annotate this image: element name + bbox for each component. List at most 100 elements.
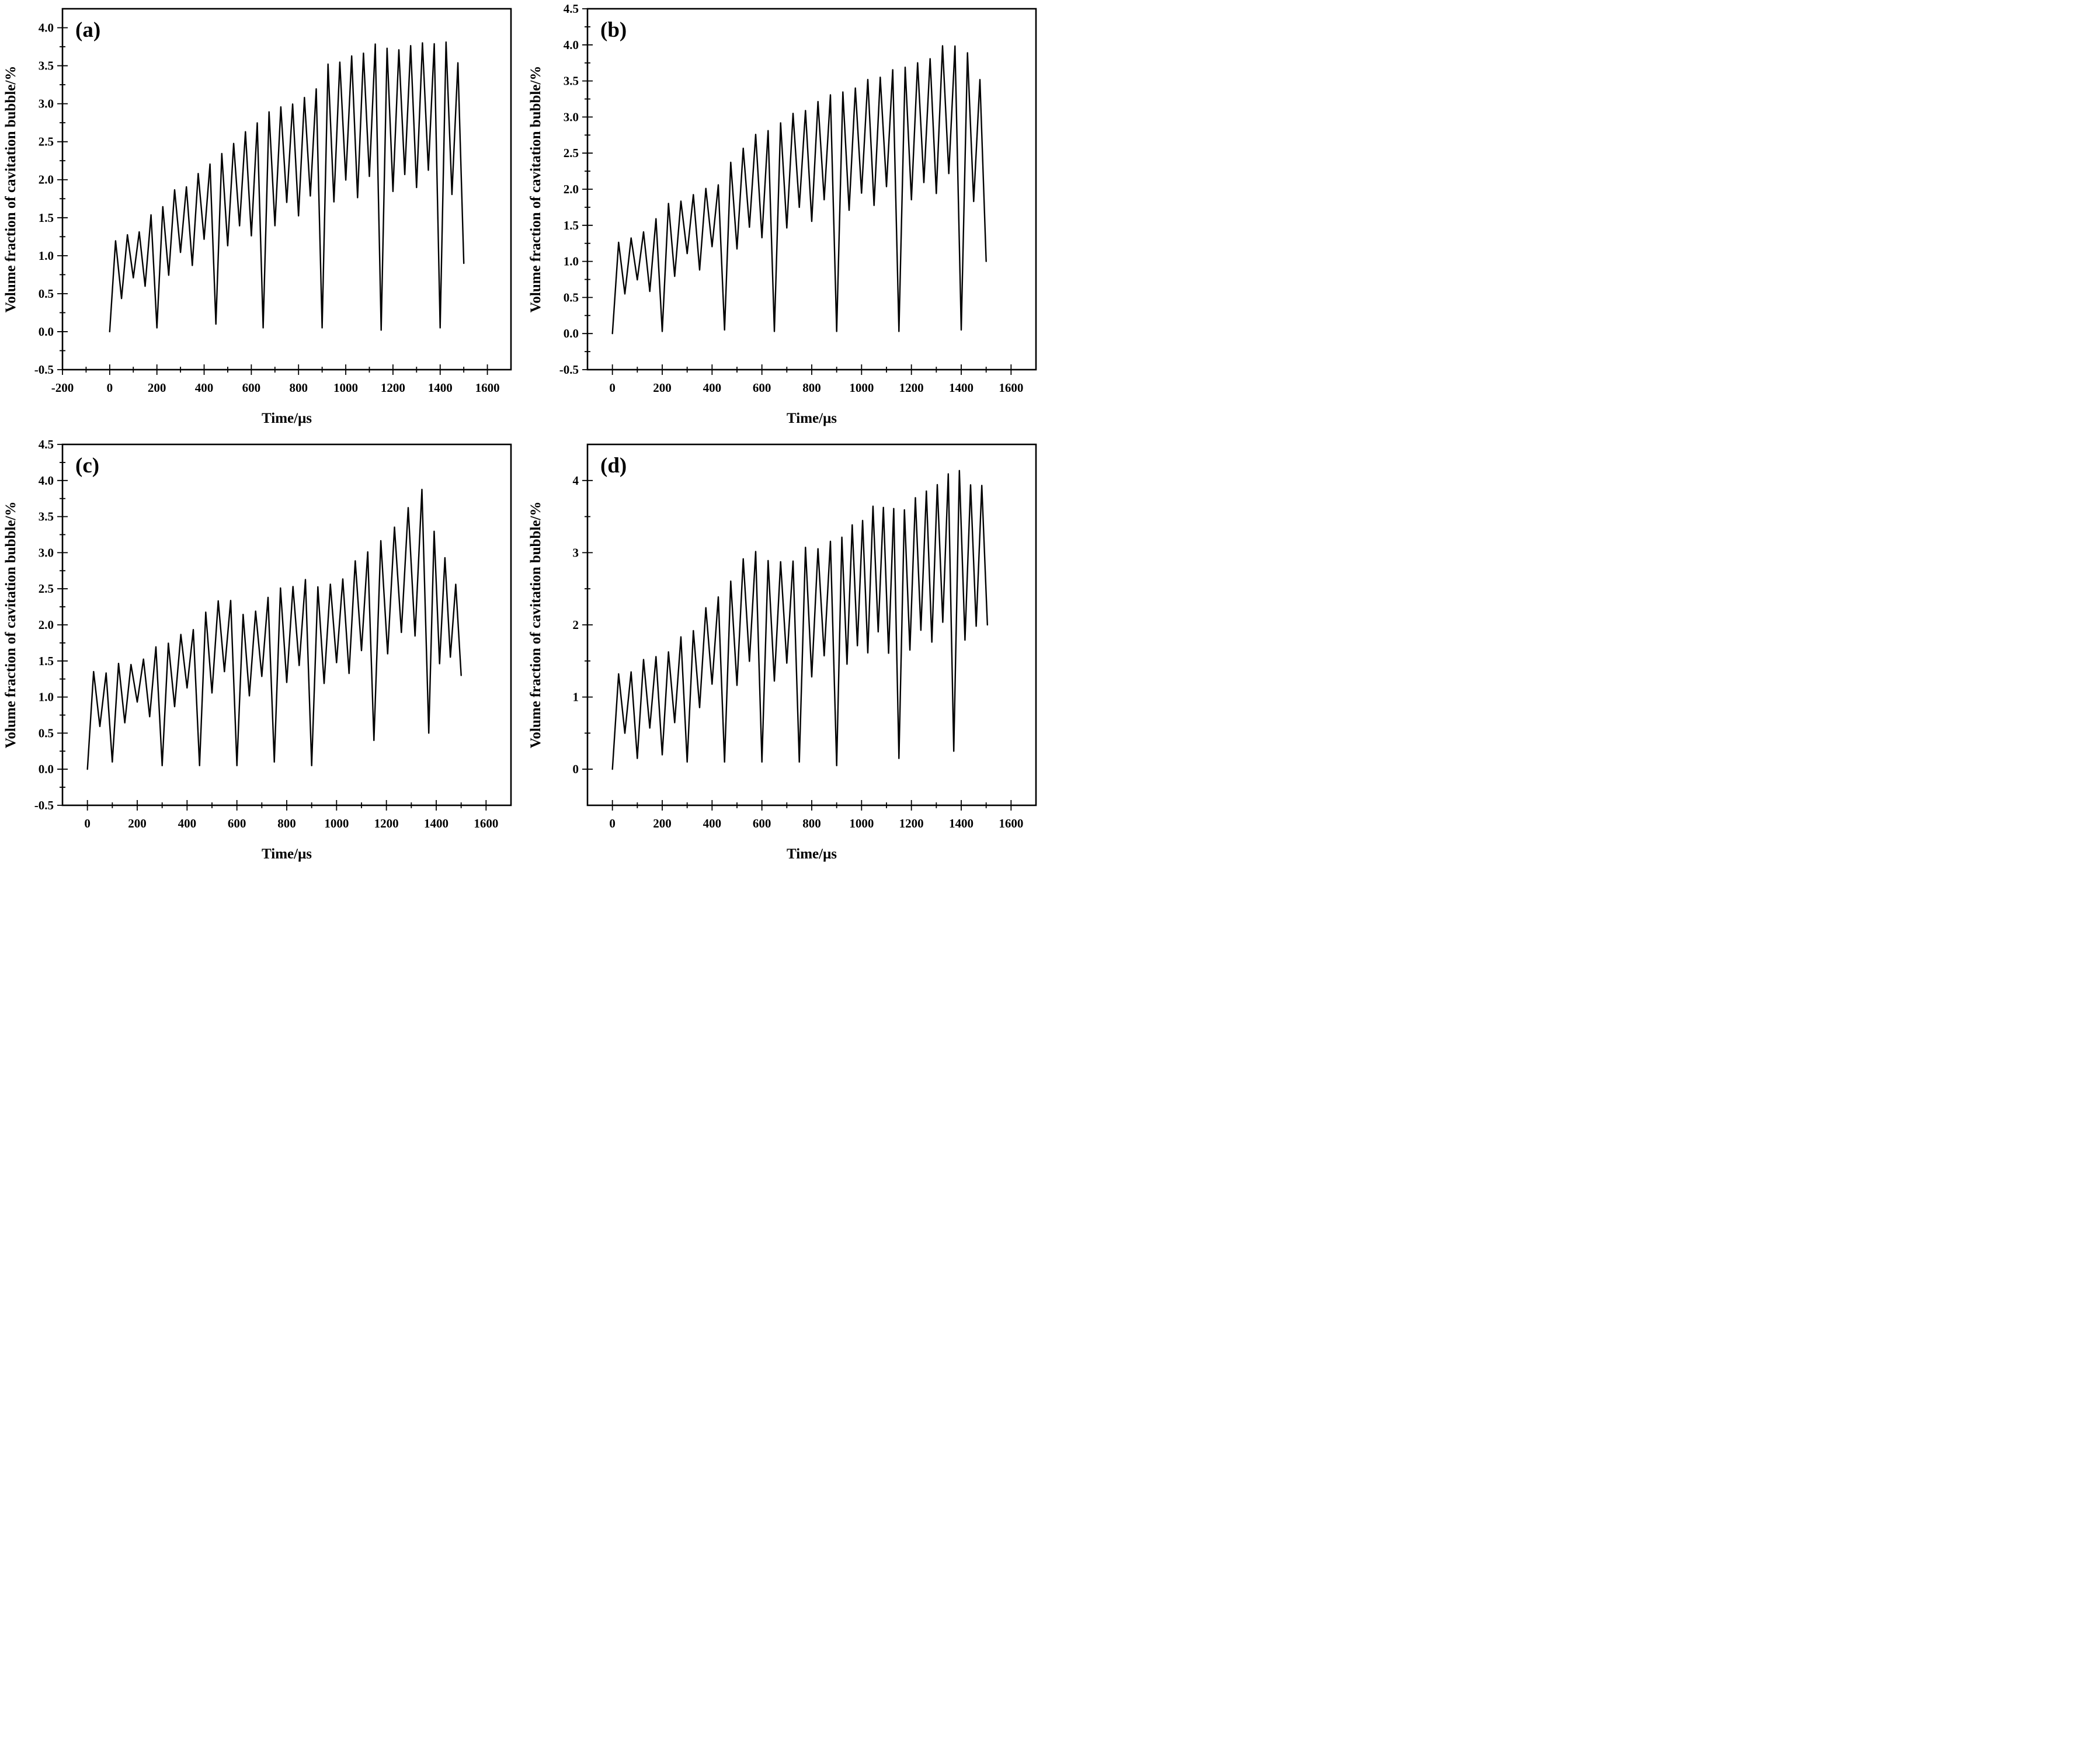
x-tick-label: 1400 — [424, 816, 448, 830]
y-tick-label: 4.0 — [39, 21, 54, 35]
axis-ticks — [57, 27, 488, 375]
panel-letter-c: (c) — [75, 454, 99, 478]
panel-letter-b: (b) — [600, 18, 627, 42]
x-tick-label: 0 — [609, 816, 616, 830]
chart-svg-b: 0 200 400 600 800 1000 1200 1400 1600 -0.5 0.0 0.5 1… — [528, 2, 1037, 426]
chart-panel-d: 0 200 400 600 800 1000 1200 1400 1600 0 1 2 3 4 Time/μ… — [525, 436, 1050, 871]
panel-letter-a: (a) — [75, 18, 100, 42]
x-axis-label: Time/μs — [787, 846, 837, 862]
x-tick-label: 800 — [289, 381, 308, 395]
plot-box — [61, 8, 512, 371]
y-tick-label: 3.5 — [564, 74, 579, 88]
x-tick-label: 1600 — [999, 816, 1023, 830]
y-tick-label: 1.5 — [39, 211, 54, 225]
y-tick-label: 4.0 — [39, 474, 54, 488]
axis-ticks — [57, 444, 487, 811]
x-tick-label: 400 — [703, 381, 722, 395]
y-tick-label: 2.5 — [39, 582, 54, 596]
x-tick-label: 1600 — [475, 381, 500, 395]
y-tick-label: 0.0 — [39, 762, 54, 776]
x-tick-label: 800 — [802, 816, 821, 830]
y-tick-label: 2.0 — [564, 182, 579, 196]
x-tick-label: 1000 — [324, 816, 349, 830]
chart-svg-a: -200 0 200 400 600 800 1000 1200 1400 1600 -0.5 0.0… — [3, 8, 512, 426]
x-tick-label: 1400 — [949, 381, 973, 395]
y-tick-label: 0.0 — [39, 325, 54, 339]
x-tick-label: 1000 — [333, 381, 358, 395]
figure-cavitation-volume-fraction: -200 0 200 400 600 800 1000 1200 1400 1600 -0.5 0.0… — [0, 0, 1050, 871]
y-axis-label: Volume fraction of cavitation bubble/% — [3, 66, 19, 313]
y-axis-label: Volume fraction of cavitation bubble/% — [528, 66, 544, 313]
y-tick-label: 2.0 — [39, 173, 54, 187]
x-tick-label: 600 — [753, 816, 771, 830]
y-tick-label: 0.5 — [39, 726, 54, 740]
y-tick-label: 3 — [573, 545, 579, 559]
x-tick-label: 1200 — [899, 381, 924, 395]
y-tick-label: 1.5 — [564, 218, 579, 232]
y-tick-label: 1.0 — [564, 255, 579, 269]
x-axis-label: Time/μs — [262, 846, 312, 862]
y-tick-label: 1.5 — [39, 654, 54, 668]
y-tick-label: 4.5 — [564, 2, 579, 16]
x-tick-label: 1400 — [428, 381, 453, 395]
chart-svg-d: 0 200 400 600 800 1000 1200 1400 1600 0 1 2 3 4 Time/μ… — [528, 443, 1037, 862]
x-tick-label: 400 — [195, 381, 214, 395]
y-tick-label: 4.0 — [564, 38, 579, 52]
x-tick-label: 800 — [802, 381, 821, 395]
y-axis-label: Volume fraction of cavitation bubble/% — [528, 502, 544, 749]
x-tick-label: 800 — [277, 816, 296, 830]
y-tick-label: 3.0 — [564, 110, 579, 124]
x-tick-label: 1600 — [999, 381, 1023, 395]
y-tick-label: 2.5 — [564, 146, 579, 160]
y-tick-label: 0.5 — [39, 287, 54, 301]
y-tick-label: -0.5 — [559, 363, 579, 377]
axis-ticks — [582, 8, 1012, 375]
plot-box — [586, 443, 1037, 806]
y-tick-label: 0.5 — [564, 290, 579, 304]
y-tick-label: -0.5 — [34, 363, 54, 377]
x-tick-label: 600 — [228, 816, 246, 830]
y-tick-label: 4.5 — [39, 437, 54, 451]
chart-svg-c: 0 200 400 600 800 1000 1200 1400 1600 -0.5 0.0 0.5 1… — [3, 437, 512, 862]
y-tick-label: 3.0 — [39, 545, 54, 559]
x-tick-label: 600 — [753, 381, 771, 395]
x-tick-label: 200 — [653, 816, 672, 830]
x-tick-label: 1200 — [899, 816, 924, 830]
y-tick-label: 3.5 — [39, 59, 54, 73]
series-line-b — [611, 45, 987, 335]
y-tick-label: 2.0 — [39, 618, 54, 632]
x-tick-label: 1000 — [849, 381, 874, 395]
x-tick-label: 1600 — [474, 816, 498, 830]
y-tick-label: 0 — [573, 762, 579, 776]
x-tick-label: -200 — [51, 381, 74, 395]
panel-letter-d: (d) — [600, 454, 627, 478]
x-tick-label: 1400 — [949, 816, 973, 830]
x-tick-label: 400 — [703, 816, 722, 830]
chart-panel-c: 0 200 400 600 800 1000 1200 1400 1600 -0.5 0.0 0.5 1… — [0, 436, 525, 871]
x-tick-label: 0 — [84, 816, 91, 830]
x-tick-label: 400 — [178, 816, 197, 830]
y-tick-label: 3.0 — [39, 97, 54, 111]
y-tick-label: 2.5 — [39, 135, 54, 149]
x-tick-label: 200 — [148, 381, 166, 395]
y-tick-label: 0.0 — [564, 326, 579, 340]
y-tick-label: 4 — [573, 474, 579, 488]
series-line-a — [109, 41, 465, 333]
x-tick-label: 1200 — [374, 816, 399, 830]
series-line-c — [86, 488, 462, 770]
x-axis-label: Time/μs — [262, 411, 312, 426]
y-tick-label: 1.0 — [39, 690, 54, 704]
chart-panel-a: -200 0 200 400 600 800 1000 1200 1400 1600 -0.5 0.0… — [0, 0, 525, 436]
chart-panel-b: 0 200 400 600 800 1000 1200 1400 1600 -0.5 0.0 0.5 1… — [525, 0, 1050, 436]
y-tick-label: 3.5 — [39, 510, 54, 524]
y-tick-label: 2 — [573, 618, 579, 632]
axis-ticks — [582, 479, 1012, 811]
x-axis-label: Time/μs — [787, 411, 837, 426]
x-tick-label: 200 — [128, 816, 147, 830]
plot-box — [586, 8, 1037, 371]
plot-box — [61, 443, 512, 806]
x-tick-label: 1000 — [849, 816, 874, 830]
series-line-d — [611, 470, 988, 770]
x-tick-label: 0 — [609, 381, 616, 395]
x-tick-label: 600 — [242, 381, 261, 395]
